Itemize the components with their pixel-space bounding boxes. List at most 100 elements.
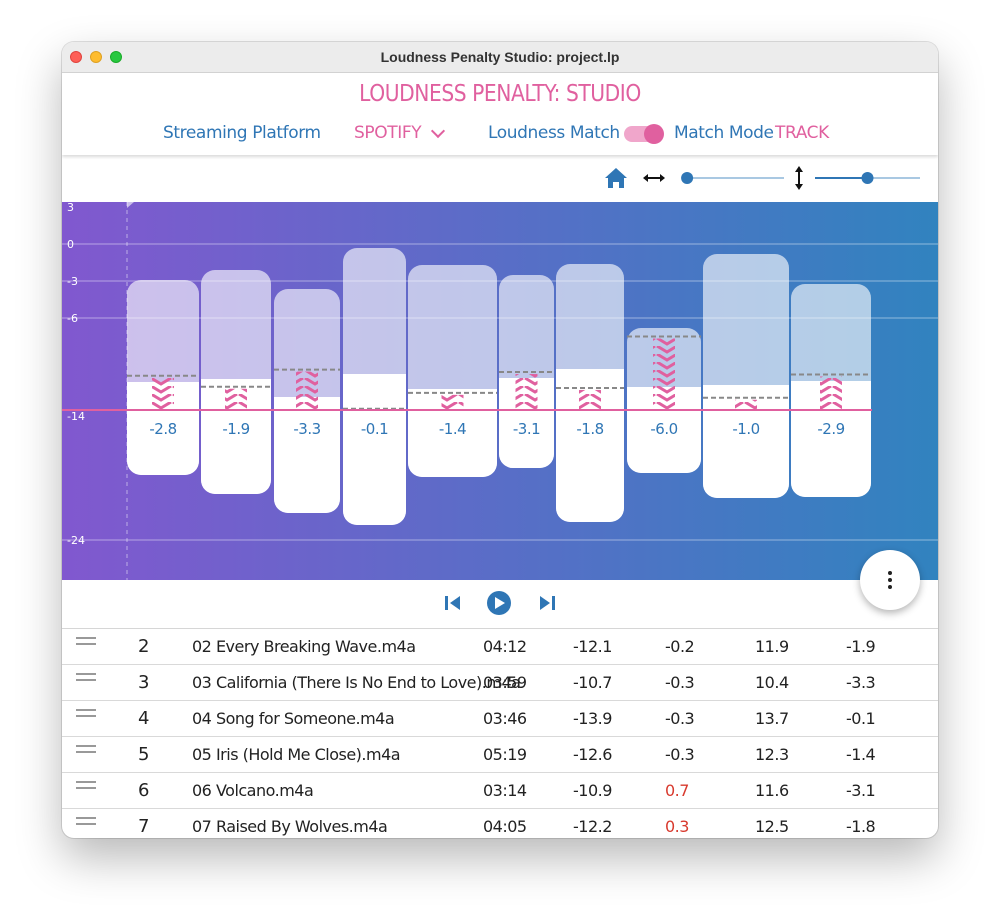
match-mode-label: Match Mode	[674, 123, 774, 143]
y-tick-label: -3	[67, 275, 78, 288]
zoom-toolbar	[62, 156, 938, 202]
table-row[interactable]: 7 07 Raised By Wolves.m4a 04:05 -12.2 0.3 12.…	[62, 809, 938, 838]
track-number: 2	[138, 636, 149, 657]
table-row[interactable]: 3 03 California (There Is No End to Love)…	[62, 665, 938, 701]
penalty-arrow	[735, 399, 757, 409]
track-duration: 03:14	[483, 781, 527, 800]
penalty-label: -6.0	[650, 420, 677, 438]
skip-previous-icon[interactable]	[445, 596, 460, 610]
horizontal-zoom-icon	[643, 174, 665, 182]
track-number: 5	[138, 744, 149, 765]
vertical-zoom-icon	[795, 166, 803, 190]
penalty-label: -2.8	[149, 420, 176, 438]
zoom-window-button[interactable]	[110, 51, 122, 63]
track-number: 3	[138, 672, 149, 693]
y-tick-label: -24	[67, 534, 85, 547]
track-plr: 12.3	[755, 745, 789, 764]
track-duration: 05:19	[483, 745, 527, 764]
play-icon[interactable]	[487, 591, 511, 615]
app-header: LOUDNESS PENALTY: STUDIO Streaming Platf…	[62, 73, 938, 155]
track-peak: 0.7	[665, 781, 689, 800]
penalty-label: -1.9	[222, 420, 249, 438]
track-name: 03 California (There Is No End to Love).…	[192, 673, 521, 692]
track-duration: 03:46	[483, 709, 527, 728]
chart-canvas[interactable]: 3 0 -3 -6 -14 -24 -2.8 -1.9 -3.3 -0.1 -1.4 -3.1 -1.8…	[62, 202, 938, 580]
drag-handle[interactable]	[76, 817, 96, 825]
track-number: 6	[138, 780, 149, 801]
penalty-arrow	[152, 377, 174, 409]
penalty-label: -1.4	[439, 420, 466, 438]
track-name: 04 Song for Someone.m4a	[192, 709, 395, 728]
toggle-knob[interactable]	[644, 124, 664, 144]
table-row[interactable]: 2 02 Every Breaking Wave.m4a 04:12 -12.1 -0.…	[62, 629, 938, 665]
app-title: LOUDNESS PENALTY: STUDIO	[359, 81, 641, 107]
y-tick-label: 0	[67, 238, 74, 251]
more-vert-icon[interactable]	[860, 550, 920, 610]
track-loudness: -10.9	[573, 781, 612, 800]
chevron-down-icon[interactable]	[430, 123, 446, 139]
track-penalty: -3.3	[846, 673, 876, 692]
table-row[interactable]: 4 04 Song for Someone.m4a 03:46 -13.9 -0.3 13…	[62, 701, 938, 737]
transport-bar	[62, 580, 938, 629]
y-tick-label: -6	[67, 312, 78, 325]
penalty-arrow	[579, 389, 601, 409]
skip-next-icon[interactable]	[540, 596, 555, 610]
minimize-window-button[interactable]	[90, 51, 102, 63]
track-plr: 11.9	[755, 637, 789, 656]
track-bar-lower	[343, 374, 406, 525]
track-loudness: -13.9	[573, 709, 612, 728]
track-loudness: -10.7	[573, 673, 612, 692]
track-plr: 12.5	[755, 817, 789, 836]
title-bar[interactable]: Loudness Penalty Studio: project.lp	[62, 42, 938, 73]
track-penalty: -1.9	[846, 637, 876, 656]
close-window-button[interactable]	[70, 51, 82, 63]
penalty-arrow	[441, 394, 464, 409]
match-mode-value[interactable]: TRACK	[775, 123, 829, 143]
track-bar-lower	[127, 382, 199, 475]
platform-dropdown[interactable]: SPOTIFY	[354, 123, 422, 143]
track-penalty: -1.8	[846, 817, 876, 836]
track-loudness: -12.6	[573, 745, 612, 764]
track-penalty: -0.1	[846, 709, 876, 728]
track-penalty: -3.1	[846, 781, 876, 800]
drag-handle[interactable]	[76, 637, 96, 645]
track-name: 06 Volcano.m4a	[192, 781, 314, 800]
table-row[interactable]: 5 05 Iris (Hold Me Close).m4a 05:19 -12.6 -0…	[62, 737, 938, 773]
penalty-arrow	[225, 388, 247, 409]
drag-handle[interactable]	[76, 781, 96, 789]
track-bar-lower	[274, 397, 340, 513]
drag-handle[interactable]	[76, 745, 96, 753]
track-duration: 04:12	[483, 637, 527, 656]
track-bar-lower	[201, 379, 271, 494]
drag-handle[interactable]	[76, 709, 96, 717]
home-icon[interactable]	[605, 168, 627, 188]
track-name: 05 Iris (Hold Me Close).m4a	[192, 745, 401, 764]
penalty-arrow	[515, 374, 538, 409]
track-name: 07 Raised By Wolves.m4a	[192, 817, 388, 836]
drag-handle[interactable]	[76, 673, 96, 681]
horizontal-zoom-slider[interactable]	[681, 172, 784, 184]
track-peak: -0.3	[665, 745, 695, 764]
track-plr: 10.4	[755, 673, 789, 692]
track-peak: -0.3	[665, 673, 695, 692]
penalty-label: -1.0	[732, 420, 759, 438]
track-bar-lower	[627, 387, 701, 473]
penalty-label: -3.1	[513, 420, 540, 438]
track-bar-lower	[499, 378, 554, 468]
track-plr: 13.7	[755, 709, 789, 728]
track-bar-lower	[703, 385, 789, 498]
track-loudness: -12.1	[573, 637, 612, 656]
track-bar-lower	[556, 369, 624, 522]
track-number: 7	[138, 816, 149, 837]
vertical-zoom-slider[interactable]	[815, 172, 920, 184]
loudness-chart: 3 0 -3 -6 -14 -24 -2.8 -1.9 -3.3 -0.1 -1.4 -3.1 -1.8…	[62, 202, 938, 580]
table-row[interactable]: 6 06 Volcano.m4a 03:14 -10.9 0.7 11.6 -3.1	[62, 773, 938, 809]
track-peak: -0.3	[665, 709, 695, 728]
track-number: 4	[138, 708, 149, 729]
penalty-label: -2.9	[817, 420, 844, 438]
track-duration: 03:59	[483, 673, 527, 692]
track-peak: -0.2	[665, 637, 695, 656]
track-peak: 0.3	[665, 817, 689, 836]
penalty-label: -3.3	[293, 420, 320, 438]
playhead-marker	[127, 202, 134, 208]
